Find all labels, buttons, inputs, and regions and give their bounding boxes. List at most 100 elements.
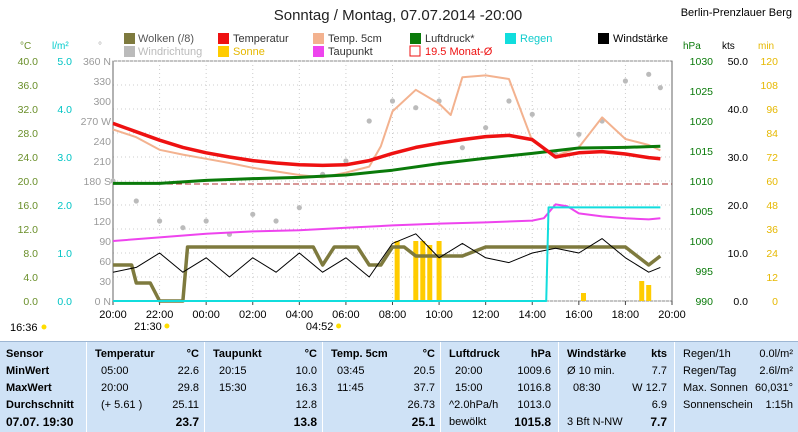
sun-bar [639, 281, 645, 301]
x-sun-time-label: 04:52 [306, 321, 334, 333]
y-tick-hpa: 1010 [690, 176, 714, 188]
y-tick-min: 120 [760, 56, 778, 68]
unit-rain: l/m² [52, 41, 69, 52]
luftdruck-header: Luftdruck [449, 348, 500, 360]
wind-column: Windstärke kts Ø 10 min. 7.7 08:30 W 12.7 6… [558, 342, 675, 432]
wind-avg10-label: Ø 10 min. [567, 365, 615, 377]
luftdruck-min: 1009.6 [517, 365, 551, 377]
chart-title: Sonntag / Montag, 07.07.2014 -20:00 [274, 7, 523, 24]
cloud-cover-line [113, 245, 662, 303]
temp5cm-min: 20.5 [413, 365, 435, 377]
y-axes: 40.0 36.0 32.0 28.0 24.0 20.0 16.0 12.0 8.0 4.0 0.… [18, 56, 779, 308]
taupunkt-avg: 12.8 [295, 399, 317, 411]
temp5cm-min-time: 03:45 [337, 365, 365, 377]
wind-speed-line [112, 233, 661, 278]
unit-min: min [758, 41, 774, 52]
wind-direction-point [343, 158, 349, 164]
sun-bar [427, 245, 433, 301]
temperatur-max: 29.8 [177, 382, 199, 394]
y-tick-min: 48 [766, 200, 778, 212]
legend-wolken: Wolken (/8) [138, 33, 194, 45]
taupunkt-now: 13.8 [293, 415, 317, 429]
y-tick-min: 72 [766, 152, 778, 164]
luftdruck-now: 1015.8 [514, 415, 551, 429]
x-tick-label: 06:00 [332, 309, 360, 321]
y-tick-celsius: 24.0 [18, 152, 39, 164]
regen-tag-label: Regen/Tag [683, 365, 737, 377]
y-tick-kts: 30.0 [728, 152, 749, 164]
wind-direction-point [389, 98, 396, 104]
sun-bar [420, 241, 426, 301]
sensor-label-avg: Durchschnitt [6, 399, 74, 411]
weather-chart: Sonntag / Montag, 07.07.2014 -20:00 Berl… [10, 7, 792, 334]
wind-max-time: 08:30 [573, 382, 601, 394]
temp5cm-max-time: 11:45 [337, 382, 364, 394]
sun-marker-icon [336, 323, 342, 329]
temp-5cm-line [112, 74, 661, 179]
x-axis: 20:00 22:00 00:00 02:00 04:00 06:00 08:00 10:00… [10, 301, 686, 334]
wind-now: 7.7 [650, 415, 667, 429]
y-tick-hpa: 1000 [690, 236, 714, 248]
x-sun-time-label: 21:30 [134, 321, 162, 333]
wind-direction-point [529, 111, 535, 117]
luftdruck-trend: ^2.0hPa/h [449, 399, 499, 411]
y-tick-min: 84 [766, 128, 778, 140]
x-tick-label: 22:00 [146, 309, 174, 321]
temperatur-unit: °C [186, 348, 199, 360]
legend-swatch-windstaerke [598, 33, 609, 44]
wind-direction-point [133, 198, 139, 204]
wind-direction-point [646, 71, 652, 77]
sonnenschein-label: Sonnenschein [683, 399, 753, 411]
sonnenschein: 1:15h [765, 399, 793, 411]
y-tick-rain: 2.0 [57, 200, 72, 212]
x-tick-label: 20:00 [99, 309, 127, 321]
y-tick-wind_dir: 330 [93, 76, 111, 88]
y-tick-hpa: 1030 [690, 56, 714, 68]
temperatur-min-time: 05:00 [101, 365, 129, 377]
y-tick-celsius: 4.0 [23, 272, 38, 284]
sensor-label-min: MinWert [6, 365, 50, 377]
legend-temp5cm: Temp. 5cm [328, 33, 382, 45]
dewpoint-line [112, 203, 661, 242]
temperatur-avg: 25.11 [172, 399, 199, 411]
legend-monat: 19.5 Monat-Ø [425, 46, 493, 58]
legend-windstaerke: Windstärke [613, 33, 668, 45]
taupunkt-max: 16.3 [295, 382, 317, 394]
y-tick-wind_dir: 90 [99, 236, 111, 248]
wind-avg: 6.9 [651, 399, 667, 411]
sensor-label-max: MaxWert [6, 382, 52, 394]
wind-unit: kts [651, 348, 667, 360]
y-tick-celsius: 12.0 [18, 224, 39, 236]
legend-swatch-monat [409, 45, 421, 57]
taupunkt-unit: °C [304, 348, 317, 360]
unit-kts: kts [722, 41, 735, 52]
legend: Wolken (/8) Windrichtung Temperatur Sonn… [124, 33, 668, 58]
legend-swatch-temp5cm [313, 33, 324, 44]
x-tick-label: 02:00 [239, 309, 267, 321]
legend-temperatur: Temperatur [233, 33, 289, 45]
luftdruck-unit: hPa [530, 348, 551, 360]
station-name: Berlin-Prenzlauer Berg [681, 7, 792, 19]
y-tick-wind_dir: 30 [99, 276, 111, 288]
chart-marks [110, 71, 663, 303]
wind-max: W 12.7 [632, 382, 667, 394]
luftdruck-max-time: 15:00 [455, 382, 483, 394]
y-tick-min: 24 [766, 248, 778, 260]
y-tick-min: 108 [760, 80, 778, 92]
rain-line [113, 206, 661, 302]
y-tick-wind_dir: 150 [93, 196, 111, 208]
unit-celsius: °C [20, 41, 31, 52]
y-tick-wind_dir: 270 W [81, 116, 111, 128]
y-tick-wind_dir: 240 [93, 136, 111, 148]
temperatur-column: Temperatur °C 05:00 22.6 20:00 29.8 (+ 5.61… [86, 342, 205, 432]
x-tick-label: 08:00 [379, 309, 407, 321]
y-tick-hpa: 1015 [690, 146, 714, 158]
legend-swatch-temperatur [218, 33, 229, 44]
luftdruck-avg: 1013.0 [517, 399, 551, 411]
legend-swatch-sonne [218, 46, 229, 57]
wind-direction-point [273, 218, 279, 224]
luftdruck-max: 1016.8 [517, 382, 551, 394]
temp5cm-header: Temp. 5cm [331, 348, 388, 360]
wind-direction-point [413, 105, 419, 111]
